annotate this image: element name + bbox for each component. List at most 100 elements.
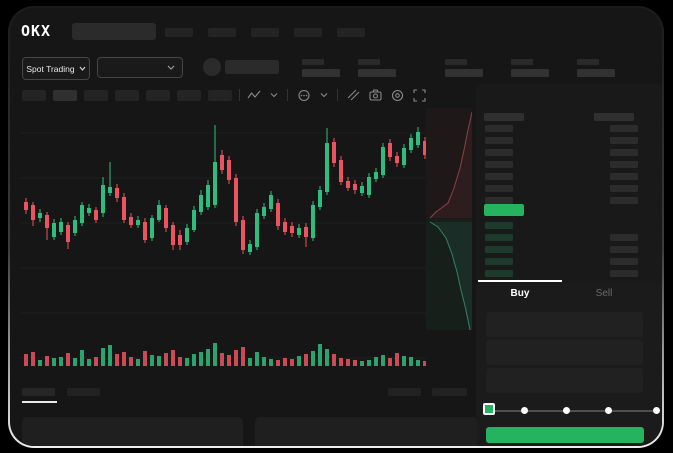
stat-label-placeholder — [577, 59, 599, 65]
ask-amount-placeholder — [610, 161, 638, 168]
bid-price-placeholder — [485, 270, 513, 277]
okx-logo[interactable]: OKX — [21, 22, 52, 40]
timeframe-button[interactable] — [22, 89, 46, 101]
app-screen: OKX Spot Trading — [8, 6, 664, 448]
zigzag-icon[interactable] — [247, 89, 261, 101]
buy-submit-button[interactable] — [486, 427, 644, 443]
ask-price-placeholder — [485, 149, 513, 156]
buy-tab-underline — [478, 280, 562, 282]
orderbook-last-price-bar[interactable] — [484, 204, 524, 216]
bid-amount-placeholder — [610, 270, 638, 277]
timeframe-button[interactable] — [115, 89, 139, 101]
slider-dot[interactable] — [604, 407, 612, 414]
nav-item-placeholder[interactable] — [165, 28, 193, 37]
ask-amount-placeholder — [610, 173, 638, 180]
bid-amount-placeholder — [610, 246, 638, 253]
bottom-action-placeholder-1[interactable] — [388, 388, 421, 396]
bottom-tab-history[interactable] — [67, 388, 100, 396]
bid-amount-placeholder — [610, 258, 638, 265]
market-type-button[interactable]: Spot Trading — [22, 57, 90, 80]
orderbook-header-price — [484, 113, 524, 121]
ticker-stat-placeholder — [511, 59, 549, 77]
last-price-placeholder — [225, 60, 279, 74]
hatch-icon[interactable] — [347, 89, 360, 101]
timeframe-button[interactable] — [177, 89, 201, 101]
trade-input-placeholder[interactable] — [486, 340, 643, 365]
navbar-search-placeholder[interactable] — [72, 23, 156, 40]
app-screen-inner: OKX Spot Trading — [10, 8, 662, 446]
timeframe-button[interactable] — [84, 89, 108, 101]
ask-price-placeholder — [485, 185, 513, 192]
chart-toolbar — [22, 88, 426, 102]
slider-dots — [10, 8, 662, 446]
trade-input-placeholder[interactable] — [486, 312, 643, 337]
chevron-down-icon[interactable] — [270, 92, 278, 98]
ticker-stat-placeholder — [358, 59, 396, 77]
settings-icon[interactable] — [391, 89, 404, 102]
candlestick-chart[interactable] — [20, 108, 426, 380]
stat-value-placeholder — [577, 69, 615, 77]
app-canvas: OKX Spot Trading — [10, 8, 662, 446]
ticker-stat-placeholder — [445, 59, 483, 77]
ask-amount-placeholder — [610, 137, 638, 144]
bid-price-placeholder — [485, 258, 513, 265]
bottom-tab-orders[interactable] — [22, 388, 55, 396]
timeframe-button[interactable] — [146, 89, 170, 101]
fullscreen-icon[interactable] — [413, 88, 426, 102]
ask-price-placeholder — [485, 137, 513, 144]
ask-price-placeholder — [485, 125, 513, 132]
bottom-content-panel-right — [255, 417, 477, 446]
nav-item-placeholder[interactable] — [251, 28, 279, 37]
pair-selector-dropdown[interactable] — [97, 57, 183, 78]
slider-dot[interactable] — [520, 407, 528, 414]
timeframe-button[interactable] — [53, 89, 77, 101]
nav-items — [165, 28, 365, 37]
timeframe-button[interactable] — [208, 89, 232, 101]
slider-dot[interactable] — [652, 407, 660, 414]
tab-sell[interactable]: Sell — [595, 288, 613, 299]
ask-amount-placeholder — [610, 197, 638, 204]
orderbook-header-amount — [594, 113, 634, 121]
market-type-label: Spot Trading — [26, 63, 75, 74]
toolbar-divider — [337, 89, 338, 101]
stat-label-placeholder — [445, 59, 467, 65]
depth-chart — [426, 108, 472, 330]
stat-value-placeholder — [511, 69, 549, 77]
stat-value-placeholder — [445, 69, 483, 77]
pair-avatar — [203, 58, 221, 76]
stat-label-placeholder — [358, 59, 380, 65]
bid-price-placeholder — [485, 246, 513, 253]
tab-buy[interactable]: Buy — [510, 288, 530, 299]
ticker-stat-placeholder — [302, 59, 340, 77]
orderbook-rows — [10, 8, 662, 446]
trade-form-inputs — [10, 8, 662, 446]
camera-icon[interactable] — [369, 89, 382, 101]
bottom-action-placeholder-2[interactable] — [432, 388, 467, 396]
bottom-content-panel-left — [22, 417, 243, 446]
chart-tool-icons — [247, 88, 426, 102]
ask-price-placeholder — [485, 197, 513, 204]
ask-price-placeholder — [485, 161, 513, 168]
nav-item-placeholder[interactable] — [337, 28, 365, 37]
toolbar-divider — [287, 89, 288, 101]
slider-dot[interactable] — [562, 407, 570, 414]
nav-item-placeholder[interactable] — [294, 28, 322, 37]
chevron-down-icon — [167, 65, 175, 70]
chevron-down-icon[interactable] — [320, 92, 328, 98]
ask-amount-placeholder — [610, 125, 638, 132]
timeframe-buttons — [22, 89, 232, 101]
stat-value-placeholder — [302, 69, 340, 77]
ticker-stats-right — [445, 59, 615, 77]
ask-amount-placeholder — [610, 185, 638, 192]
nav-item-placeholder[interactable] — [208, 28, 236, 37]
slider-handle[interactable] — [483, 403, 495, 415]
slider-track — [490, 410, 657, 412]
bottom-tab-underline — [22, 401, 57, 403]
bid-amount-placeholder — [610, 234, 638, 241]
toolbar-divider — [239, 89, 240, 101]
trade-input-placeholder[interactable] — [486, 368, 643, 393]
indicators-icon[interactable] — [297, 89, 311, 102]
ticker-stats-left — [302, 59, 396, 77]
stat-value-placeholder — [358, 69, 396, 77]
